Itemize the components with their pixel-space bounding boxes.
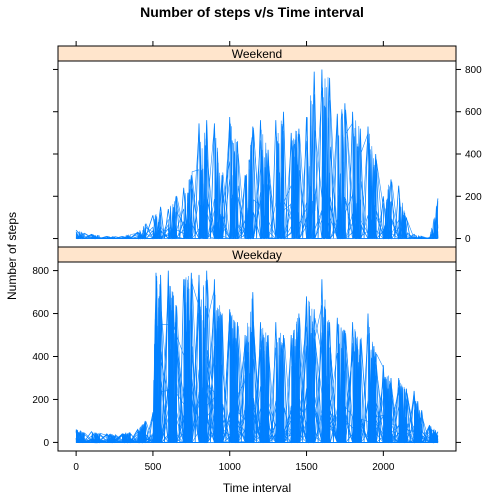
x-tick-label: 1500 (295, 462, 318, 473)
y-tick-label: 800 (465, 65, 482, 76)
series-line (75, 87, 438, 240)
y-tick-label: 0 (43, 438, 49, 449)
x-axis-bottom: 0 500 1000 1500 2000 (73, 451, 395, 473)
strip-label-weekday: Weekday (232, 248, 282, 262)
chart-title: Number of steps v/s Time interval (140, 4, 364, 20)
y-tick-label: 0 (465, 234, 471, 245)
y-tick-label: 200 (465, 192, 482, 203)
x-tick-label: 1000 (219, 462, 242, 473)
y-tick-label: 200 (32, 395, 49, 406)
y-axis-weekday: 0 200 400 600 800 (32, 266, 461, 449)
x-axis-label: Time interval (223, 481, 291, 495)
x-tick-label: 2000 (372, 462, 395, 473)
series-envelope-line (75, 270, 439, 444)
strip-label-weekend: Weekend (232, 47, 282, 61)
series-envelope-line (75, 69, 439, 240)
y-tick-label: 600 (465, 107, 482, 118)
series-line (76, 274, 439, 443)
x-tick-label: 500 (145, 462, 162, 473)
x-tick-label: 0 (73, 462, 79, 473)
y-tick-label: 400 (32, 352, 49, 363)
panel-weekend: Weekend 0 200 400 600 800 (53, 41, 482, 248)
y-tick-label: 600 (32, 309, 49, 320)
y-tick-label: 800 (32, 266, 49, 277)
panel-weekday: Weekday 0 200 400 600 800 0 500 1000 1500 2000 (32, 246, 461, 473)
x-axis-top (75, 41, 384, 46)
y-tick-label: 400 (465, 150, 482, 161)
series-lines-weekend (75, 69, 439, 240)
y-axis-weekend: 0 200 400 600 800 (53, 65, 482, 245)
series-lines-weekday (75, 270, 439, 444)
y-axis-label: Number of steps (5, 212, 19, 300)
